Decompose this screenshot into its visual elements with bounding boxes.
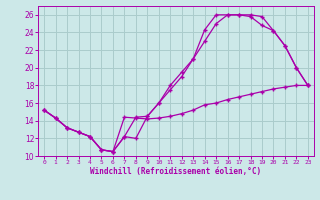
X-axis label: Windchill (Refroidissement éolien,°C): Windchill (Refroidissement éolien,°C): [91, 167, 261, 176]
